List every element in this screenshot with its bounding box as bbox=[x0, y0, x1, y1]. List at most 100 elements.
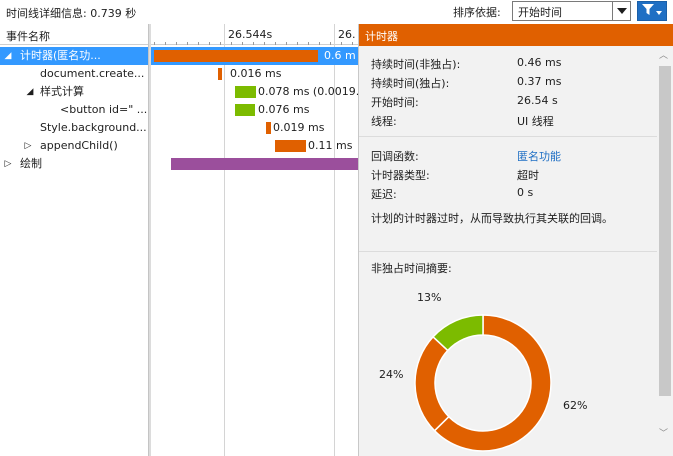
details-header: 计时器 bbox=[359, 24, 673, 46]
slice-label: 24% bbox=[379, 368, 404, 381]
timeline-row[interactable]: ▷ appendChild() 0.11 ms bbox=[0, 137, 358, 155]
inclusive-time-donut-chart bbox=[414, 314, 552, 452]
event-name-cell[interactable]: ◢ 计时器(匿名功... bbox=[0, 47, 148, 65]
event-name: <button id=" ... bbox=[60, 103, 148, 116]
ruler-tick bbox=[352, 42, 353, 45]
timeline-gridline bbox=[224, 24, 225, 456]
property-label: 持续时间(非独占): bbox=[371, 58, 461, 71]
scrollbar-thumb[interactable] bbox=[659, 66, 671, 396]
property-label: 计时器类型: bbox=[371, 169, 430, 182]
callback-function-link[interactable]: 匿名功能 bbox=[517, 150, 561, 163]
duration-bar[interactable] bbox=[171, 158, 358, 170]
ruler-tick bbox=[253, 42, 254, 45]
scroll-down-icon[interactable]: ﹀ bbox=[659, 429, 669, 439]
ruler-tick bbox=[220, 42, 221, 45]
section-divider bbox=[359, 136, 657, 137]
ruler-tick bbox=[154, 42, 155, 45]
slice-label: 62% bbox=[563, 399, 588, 412]
ruler-tick bbox=[264, 42, 265, 45]
ruler-tick bbox=[297, 42, 298, 45]
details-title: 计时器 bbox=[365, 30, 398, 43]
event-name-cell[interactable]: <button id=" ... bbox=[0, 101, 148, 119]
property-value: 超时 bbox=[517, 169, 539, 182]
timeline-header: 事件名称 26.544s 26. bbox=[0, 24, 358, 45]
scroll-up-icon[interactable]: ︿ bbox=[659, 51, 669, 61]
event-name: 计时器(匿名功... bbox=[20, 49, 101, 62]
event-name-cell[interactable]: document.create... bbox=[0, 65, 148, 83]
collapsed-triangle-icon[interactable]: ▷ bbox=[4, 159, 12, 169]
ruler-tick bbox=[308, 42, 309, 45]
timer-description: 计划的计时器过时，从而导致执行其关联的回调。 bbox=[371, 212, 613, 225]
event-name-cell[interactable]: ▷ 绘制 bbox=[0, 155, 148, 173]
timeline-row[interactable]: ◢ 计时器(匿名功... 0.6 m bbox=[0, 47, 358, 65]
ruler-tick bbox=[209, 42, 210, 45]
event-name-cell[interactable]: ▷ appendChild() bbox=[0, 137, 148, 155]
details-scrollbar[interactable]: ︿ ﹀ bbox=[657, 46, 673, 456]
ruler-tick bbox=[275, 42, 276, 45]
duration-bar[interactable] bbox=[235, 104, 255, 116]
property-label: 线程: bbox=[371, 115, 397, 128]
event-name-cell[interactable]: ◢ 样式计算 bbox=[0, 83, 148, 101]
ruler-tick bbox=[231, 42, 232, 45]
ruler-tick bbox=[330, 42, 331, 45]
pane-splitter[interactable] bbox=[148, 24, 151, 456]
timeline-row[interactable]: <button id=" ... 0.076 ms bbox=[0, 101, 358, 119]
event-name: document.create... bbox=[40, 67, 145, 80]
event-name-column-header[interactable]: 事件名称 bbox=[6, 30, 50, 43]
donut-slice bbox=[433, 314, 552, 452]
duration-bar[interactable] bbox=[218, 68, 222, 80]
timeline-row[interactable]: ▷ 绘制 bbox=[0, 155, 358, 173]
time-ruler bbox=[150, 39, 358, 45]
ruler-tick bbox=[319, 42, 320, 45]
duration-bar[interactable] bbox=[154, 50, 318, 62]
duration-label: 0.016 ms bbox=[230, 67, 282, 80]
ruler-tick bbox=[176, 42, 177, 45]
section-divider bbox=[359, 251, 657, 252]
expanded-triangle-icon[interactable]: ◢ bbox=[26, 87, 34, 97]
property-value: UI 线程 bbox=[517, 115, 554, 128]
filter-button[interactable] bbox=[637, 1, 667, 21]
property-value: 26.54 s bbox=[517, 94, 558, 107]
sort-by-label: 排序依据: bbox=[453, 6, 501, 19]
duration-label: 0.11 ms bbox=[308, 139, 353, 152]
duration-label: 0.6 m bbox=[324, 49, 356, 62]
sort-by-select[interactable]: 开始时间 bbox=[512, 1, 631, 21]
timeline-row[interactable]: ◢ 样式计算 0.078 ms (0.0019... bbox=[0, 83, 366, 101]
duration-bar[interactable] bbox=[275, 140, 306, 152]
property-label: 开始时间: bbox=[371, 96, 419, 109]
event-name: appendChild() bbox=[40, 139, 118, 152]
slice-label: 13% bbox=[417, 291, 442, 304]
duration-bar[interactable] bbox=[235, 86, 256, 98]
property-value: 0.37 ms bbox=[517, 75, 562, 88]
ruler-tick bbox=[286, 42, 287, 45]
property-label: 回调函数: bbox=[371, 150, 419, 163]
ruler-tick bbox=[187, 42, 188, 45]
duration-label: 0.078 ms (0.0019... bbox=[258, 85, 367, 98]
collapsed-triangle-icon[interactable]: ▷ bbox=[24, 141, 32, 151]
chevron-down-icon bbox=[656, 5, 662, 18]
event-name: 绘制 bbox=[20, 157, 42, 170]
ruler-tick bbox=[198, 42, 199, 45]
timeline-toolbar: 时间线详细信息: 0.739 秒 排序依据: 开始时间 bbox=[0, 0, 673, 24]
event-name: Style.background... bbox=[40, 121, 147, 134]
property-value: 0.46 ms bbox=[517, 56, 562, 69]
ruler-tick bbox=[242, 42, 243, 45]
donut-slice bbox=[414, 335, 450, 432]
timeline-row[interactable]: document.create... 0.016 ms bbox=[0, 65, 358, 83]
duration-label: 0.076 ms bbox=[258, 103, 310, 116]
timeline-row[interactable]: Style.background... 0.019 ms bbox=[0, 119, 358, 137]
ruler-tick bbox=[341, 42, 342, 45]
timeline-details-title: 时间线详细信息: 0.739 秒 bbox=[6, 7, 137, 20]
donut-slice bbox=[431, 314, 484, 352]
property-label: 持续时间(独占): bbox=[371, 77, 450, 90]
duration-label: 0.019 ms bbox=[273, 121, 325, 134]
chevron-down-icon[interactable] bbox=[612, 2, 630, 20]
event-name: 样式计算 bbox=[40, 85, 84, 98]
expanded-triangle-icon[interactable]: ◢ bbox=[4, 51, 12, 61]
timeline-gridline bbox=[334, 24, 335, 456]
duration-bar[interactable] bbox=[266, 122, 271, 134]
property-label: 延迟: bbox=[371, 188, 397, 201]
time-tick-label: 26. bbox=[338, 28, 356, 41]
event-name-cell[interactable]: Style.background... bbox=[0, 119, 148, 137]
property-value: 0 s bbox=[517, 186, 534, 199]
